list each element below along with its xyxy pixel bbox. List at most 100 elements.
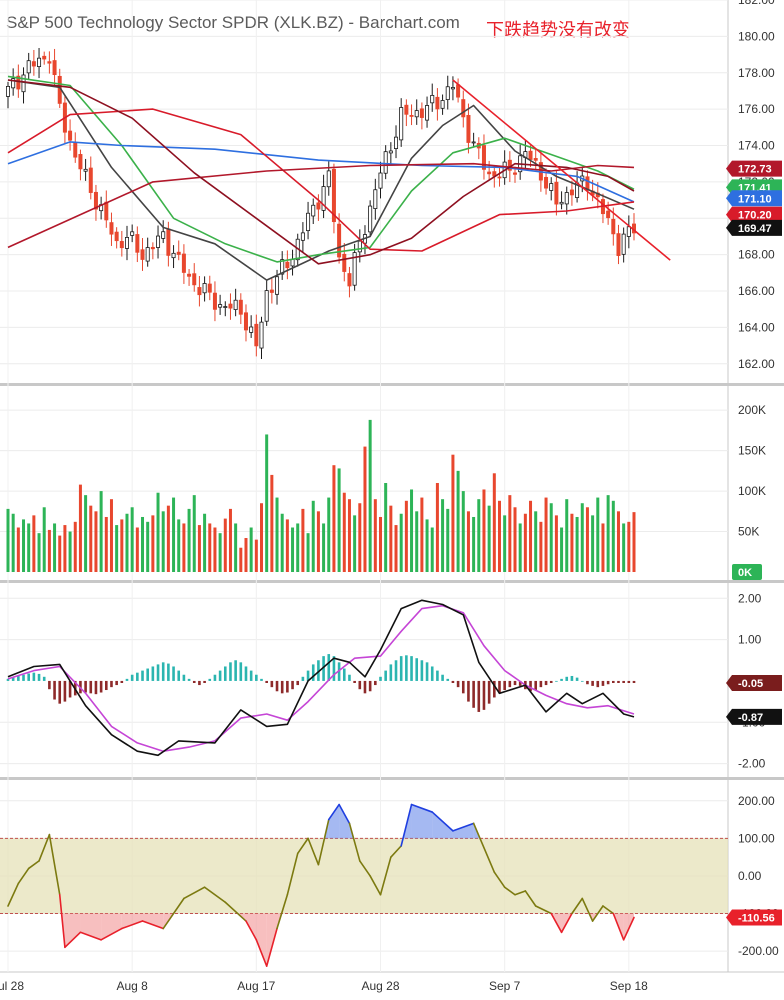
price-candle-body [616,233,621,256]
price-candle-body [37,57,42,67]
price-candle-body [130,231,135,236]
volume-bar [172,497,176,572]
volume-bar [228,508,232,572]
downtrend-line [452,79,671,261]
price-tag: 171.10 [738,193,772,205]
price-candle-body [238,299,243,315]
y-tick-label: 162.00 [738,357,775,371]
macd-histogram-bar [223,666,227,681]
volume-bar [399,513,403,572]
macd-histogram-bar [229,662,232,681]
macd-histogram-bar [68,680,72,698]
price-candle-body [156,235,161,248]
volume-bar [234,523,238,572]
cci-line-segment [560,912,573,934]
price-candle-body [456,84,461,98]
volume-bar [549,503,553,572]
macd-histogram-bar [503,680,506,691]
price-candle-body [243,312,248,331]
y-tick-label: 0.00 [738,869,762,883]
macd-tag-bg [726,675,782,691]
y-tick-label: 100.00 [738,831,775,845]
cci-oversold-fill [64,913,81,948]
macd-histogram-bar [239,662,243,681]
cci-line-segment [141,920,165,930]
cci-line-segment [17,867,30,885]
price-candle-body [342,253,347,272]
pane-separator [0,383,784,386]
x-tick-label: Sep 7 [489,979,521,993]
cci-line-segment [452,822,475,832]
volume-bar [316,511,320,572]
cci-line-segment [390,845,402,858]
volume-bar [472,516,476,572]
price-candle-body [202,283,207,294]
macd-histogram-bar [156,664,160,681]
volume-bar [560,527,564,572]
volume-bar [192,495,196,572]
macd-histogram-bar [301,676,305,681]
cci-line-segment [622,916,635,941]
cci-line-segment [64,931,82,949]
volume-bar [301,508,305,572]
y-tick-label: 182.00 [738,0,775,7]
cci-line-segment [121,920,144,930]
volume-bar [622,523,626,572]
macd-histogram-bar [358,680,362,690]
volume-bar [94,511,98,572]
volume-bar [37,533,41,572]
cci-line-segment [431,811,454,832]
macd-histogram-bar [89,680,93,694]
volume-bar [342,492,346,572]
volume-bar [265,434,269,572]
price-candle-body [119,241,124,249]
y-tick-label: 100K [738,484,766,498]
cci-line-segment [369,875,382,896]
volume-bar [208,523,212,572]
volume-bar [104,516,108,572]
cci-line-segment [338,803,351,825]
cci-overbought-fill [411,804,433,839]
volume-bar [280,513,284,572]
macd-histogram-bar [249,670,253,681]
volume-bar [135,527,139,572]
price-candle-body [497,176,502,179]
volume-bar [177,519,181,572]
price-tag-bg [726,190,782,207]
macd-tag: -0.87 [738,712,763,724]
volume-bar [373,499,377,572]
macd-histogram-bar [37,673,41,681]
macd-histogram-bar [379,676,382,681]
volume-bar [611,500,615,572]
volume-bar [497,500,501,572]
volume-bar [420,497,424,572]
cci-line-segment [48,833,61,896]
cci-band-layer [0,804,728,967]
macd-histogram-bar [337,662,341,681]
price-tag: 172.73 [738,164,772,176]
volume-bar [306,533,310,572]
macd-histogram-bar [451,680,455,683]
x-tick-label: Jul 28 [0,979,24,993]
volume-bar [441,499,445,572]
volume-bar [239,547,243,572]
price-candle-body [187,273,192,277]
macd-histogram-bar [518,680,522,686]
y-tick-label: 168.00 [738,248,775,262]
price-candle-body [171,252,176,259]
cci-tag-bg [726,909,782,926]
y-tick-label: 50K [738,525,759,539]
price-candle-body [306,212,311,232]
macd-histogram-bar [317,660,320,681]
macd-histogram-bar [306,670,310,681]
volume-bar [627,521,631,572]
macd-histogram-bar [430,666,434,681]
cci-line-segment [162,897,185,930]
macd-histogram-bar [606,680,610,685]
volume-bar [410,489,414,572]
macd-histogram-bar [203,680,206,683]
macd-histogram-bar [534,680,538,691]
macd-histogram-bar [389,664,393,681]
